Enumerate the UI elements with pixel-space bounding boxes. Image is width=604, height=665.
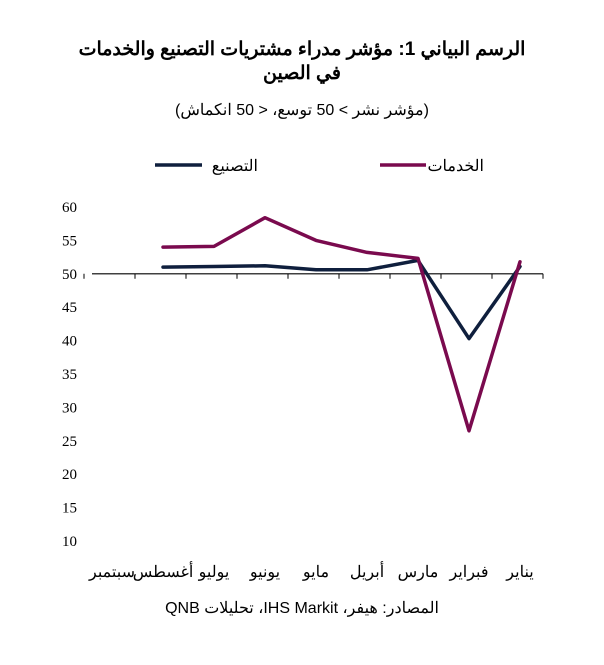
series-line-manufacturing (161, 258, 522, 341)
y-tick-label: 15 (62, 501, 77, 517)
x-tick-label: يونيو (249, 564, 280, 581)
y-tick-label: 20 (62, 467, 77, 483)
source-note: المصادر: هيفر، IHS Markit، تحليلات QNB (165, 600, 439, 617)
x-tick-label: مارس (398, 564, 439, 581)
x-tick-label: مايو (302, 564, 329, 581)
x-tick-label: يناير (505, 564, 533, 581)
chart-title: الرسم البياني 1: مؤشر مدراء مشتريات التص… (78, 39, 526, 60)
y-tick-label: 60 (62, 200, 77, 216)
series-line-services (161, 215, 522, 433)
x-tick-label: أغسطس (133, 561, 194, 581)
x-tick-label: أبريل (350, 561, 384, 581)
y-tick-label: 35 (62, 367, 77, 383)
y-tick-label: 30 (62, 400, 77, 416)
y-tick-label: 40 (62, 334, 77, 350)
y-tick-label: 25 (62, 434, 77, 450)
chart-title-line2: في الصين (263, 63, 341, 84)
legend-label-manufacturing: التصنيع (212, 158, 258, 175)
y-tick-label: 55 (62, 233, 77, 249)
legend-label-services: الخدمات (427, 158, 484, 175)
y-tick-label: 45 (62, 300, 77, 316)
x-tick-label: فبراير (448, 564, 488, 581)
y-tick-label: 10 (62, 534, 77, 550)
y-tick-label: 50 (62, 267, 77, 283)
x-tick-label: سبتمبر (88, 564, 135, 581)
x-tick-label: يوليو (198, 564, 230, 581)
chart-subtitle: (مؤشر نشر > 50 توسع، < 50 انكماش) (175, 102, 429, 119)
